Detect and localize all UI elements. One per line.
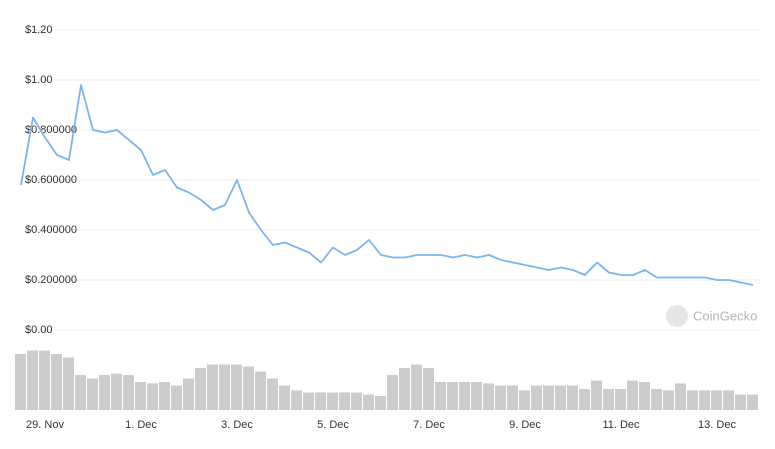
volume-bar — [75, 375, 86, 410]
volume-bar — [747, 394, 758, 410]
volume-bar — [219, 364, 230, 410]
x-tick-label: 1. Dec — [125, 419, 157, 431]
y-tick-label: $0.800000 — [25, 124, 77, 136]
volume-bar — [207, 364, 218, 410]
watermark-text: CoinGecko — [693, 308, 757, 323]
volume-bar — [39, 350, 50, 410]
watermark: CoinGecko — [666, 305, 757, 327]
volume-bar — [579, 389, 590, 410]
x-tick-label: 13. Dec — [698, 419, 736, 431]
volume-bar — [279, 385, 290, 410]
x-tick-label: 9. Dec — [509, 419, 541, 431]
volume-bar — [363, 394, 374, 410]
y-tick-label: $0.400000 — [25, 224, 77, 236]
x-tick-label: 29. Nov — [26, 419, 64, 431]
volume-bar — [555, 385, 566, 410]
volume-bar — [399, 368, 410, 410]
volume-bar — [27, 350, 38, 410]
volume-bar — [483, 383, 494, 410]
volume-bar — [675, 383, 686, 410]
volume-bar — [375, 396, 386, 410]
volume-bar — [123, 375, 134, 410]
volume-bar — [15, 354, 26, 410]
volume-bar — [339, 392, 350, 410]
volume-bar — [135, 382, 146, 410]
x-tick-label: 5. Dec — [317, 419, 349, 431]
y-tick-label: $1.20 — [25, 24, 53, 36]
volume-bar — [255, 371, 266, 410]
x-tick-label: 11. Dec — [602, 419, 640, 431]
volume-bar — [435, 382, 446, 410]
volume-bar — [711, 390, 722, 410]
volume-bar — [327, 392, 338, 410]
volume-bar — [543, 385, 554, 410]
volume-bar — [99, 375, 110, 410]
volume-bar — [243, 366, 254, 410]
volume-bar — [459, 382, 470, 410]
volume-bar — [519, 390, 530, 410]
volume-bar — [231, 364, 242, 410]
volume-bar — [351, 392, 362, 410]
volume-bar — [315, 392, 326, 410]
volume-bar — [183, 378, 194, 410]
y-tick-label: $1.00 — [25, 74, 53, 86]
volume-bar — [87, 378, 98, 410]
volume-bar — [531, 385, 542, 410]
volume-bar — [663, 390, 674, 410]
volume-bar — [699, 390, 710, 410]
volume-bar — [411, 364, 422, 410]
y-tick-label: $0.00 — [25, 324, 53, 336]
volume-bar — [495, 385, 506, 410]
volume-bar — [639, 382, 650, 410]
volume-bar — [111, 373, 122, 410]
volume-bar — [147, 383, 158, 410]
volume-bar — [591, 380, 602, 410]
y-tick-label: $0.200000 — [25, 274, 77, 286]
volume-bar — [651, 389, 662, 410]
volume-bar — [447, 382, 458, 410]
volume-bar — [63, 357, 74, 410]
price-line — [20, 84, 754, 286]
volume-bar — [291, 390, 302, 410]
plot: $0.00 $0.200000 $0.400000 $0.600000 $0.80000… — [15, 24, 760, 431]
y-tick-label: $0.600000 — [25, 174, 77, 186]
volume-bar — [387, 375, 398, 410]
volume-bar — [627, 380, 638, 410]
x-tick-label: 7. Dec — [413, 419, 445, 431]
volume-bar — [723, 390, 734, 410]
watermark-logo — [666, 305, 688, 327]
volume-bar — [567, 385, 578, 410]
volume-bar — [195, 368, 206, 410]
volume-bar — [423, 368, 434, 410]
volume-bar — [687, 390, 698, 410]
volume-bar — [267, 378, 278, 410]
x-tick-label: 3. Dec — [221, 419, 253, 431]
volume-bar — [615, 389, 626, 410]
volume-bar — [471, 382, 482, 410]
volume-bar — [159, 382, 170, 410]
volume-bar — [603, 389, 614, 410]
volume-bar — [303, 392, 314, 410]
volume-bar — [171, 385, 182, 410]
volume-bar — [507, 385, 518, 410]
volume-bar — [735, 394, 746, 410]
volume-bar — [51, 354, 62, 410]
